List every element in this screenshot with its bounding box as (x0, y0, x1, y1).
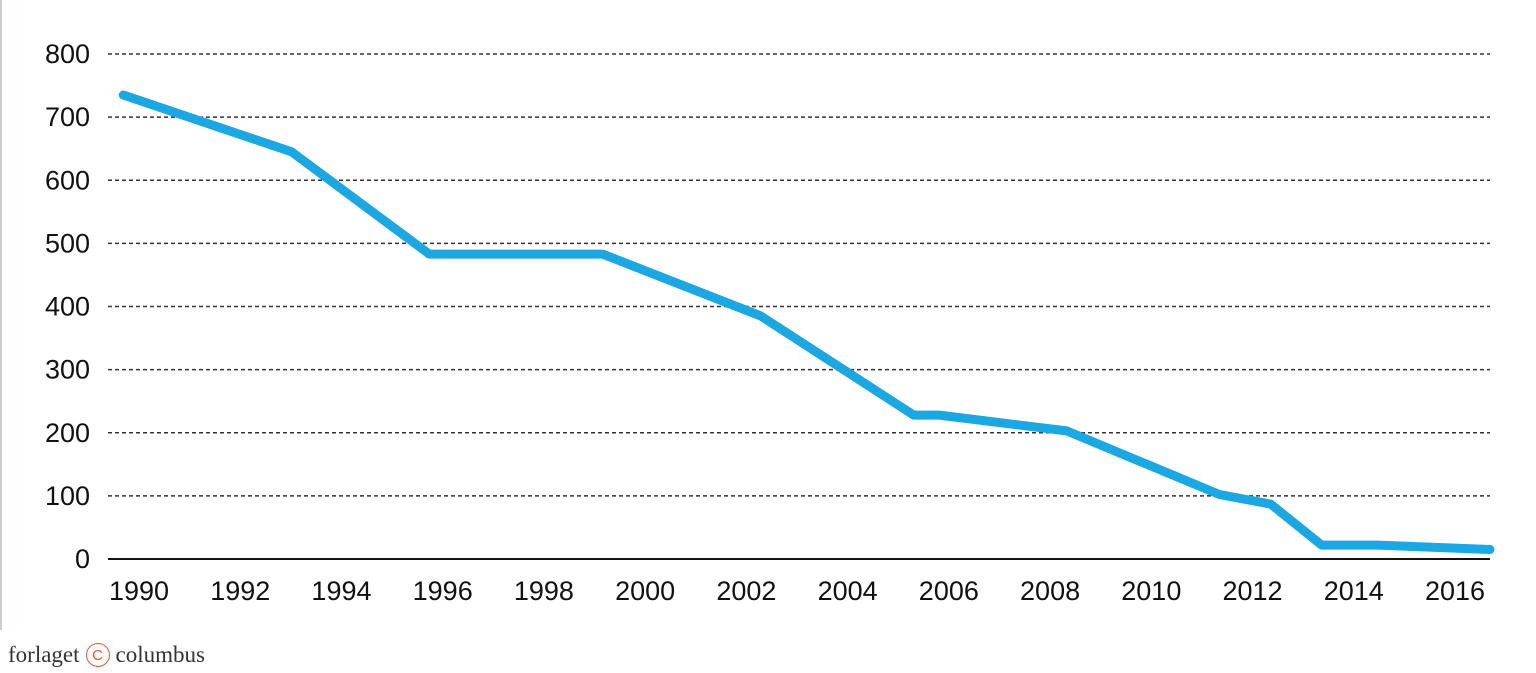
brand-name-right: columbus (115, 642, 205, 667)
x-axis-ticks: 1990 1992 1994 1996 1998 2000 2002 2004 2006 2008… (109, 576, 1485, 606)
x-tick-label: 2004 (818, 576, 878, 606)
series-lines (118, 90, 1495, 554)
x-tick-label: 2000 (615, 576, 675, 606)
left-border (0, 0, 2, 630)
x-tick-label: 1992 (210, 576, 270, 606)
x-tick-label: 2016 (1425, 576, 1485, 606)
x-tick-label: 2012 (1222, 576, 1282, 606)
y-tick-label: 200 (45, 418, 90, 448)
y-tick-label: 800 (45, 39, 90, 69)
x-tick-label: 2002 (716, 576, 776, 606)
y-tick-label: 500 (45, 228, 90, 258)
y-axis-ticks: 0 100 200 300 400 500 600 700 800 (45, 39, 90, 574)
x-tick-label: 2008 (1020, 576, 1080, 606)
copyright-c-icon: C (85, 643, 110, 667)
y-tick-label: 700 (45, 102, 90, 132)
x-tick-label: 2010 (1121, 576, 1181, 606)
x-tick-label: 1994 (311, 576, 371, 606)
series-line-0 (118, 90, 1495, 554)
y-tick-label: 100 (45, 481, 90, 511)
x-tick-label: 1998 (514, 576, 574, 606)
y-tick-label: 400 (45, 292, 90, 322)
y-tick-label: 600 (45, 165, 90, 195)
y-tick-label: 0 (75, 544, 90, 574)
x-tick-label: 2006 (919, 576, 979, 606)
y-tick-label: 300 (45, 355, 90, 385)
publisher-logo: forlaget C columbus (8, 638, 205, 672)
x-tick-label: 1990 (109, 576, 169, 606)
brand-name-left: forlaget (8, 642, 80, 667)
x-tick-label: 2014 (1324, 576, 1384, 606)
gridlines (108, 53, 1490, 497)
x-tick-label: 1996 (413, 576, 473, 606)
